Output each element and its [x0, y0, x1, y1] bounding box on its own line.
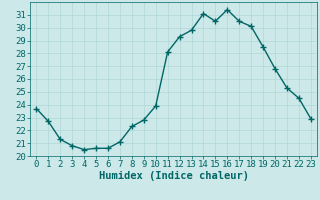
X-axis label: Humidex (Indice chaleur): Humidex (Indice chaleur): [99, 171, 249, 181]
